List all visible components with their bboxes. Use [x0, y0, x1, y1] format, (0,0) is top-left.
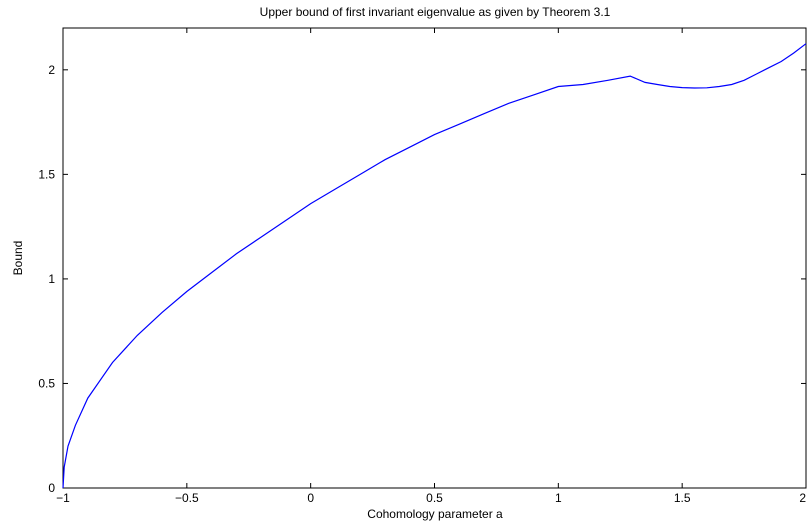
- x-tick-label: −0.5: [175, 491, 199, 505]
- y-tick-label: 2: [48, 63, 55, 77]
- x-axis-label: Cohomology parameter a: [367, 507, 503, 521]
- axis-ticks: −1 −0.5 0 0.5 1 1.5 2 0 0.5 1 1.5 2: [38, 28, 807, 505]
- x-tick-label: 2: [799, 491, 806, 505]
- chart-title: Upper bound of first invariant eigenvalu…: [260, 5, 611, 19]
- y-axis-label: Bound: [11, 241, 25, 276]
- x-tick-label: 0.5: [426, 491, 443, 505]
- y-tick-label: 0.5: [38, 376, 55, 390]
- plot-area: [62, 27, 807, 489]
- y-tick-label: 0: [48, 481, 55, 495]
- x-tick-label: 1: [555, 491, 562, 505]
- y-tick-label: 1: [48, 272, 55, 286]
- x-tick-label: 1.5: [674, 491, 691, 505]
- x-tick-label: 0: [307, 491, 314, 505]
- x-tick-label: −1: [56, 491, 70, 505]
- y-tick-label: 1.5: [38, 167, 55, 181]
- series-line: [62, 43, 807, 489]
